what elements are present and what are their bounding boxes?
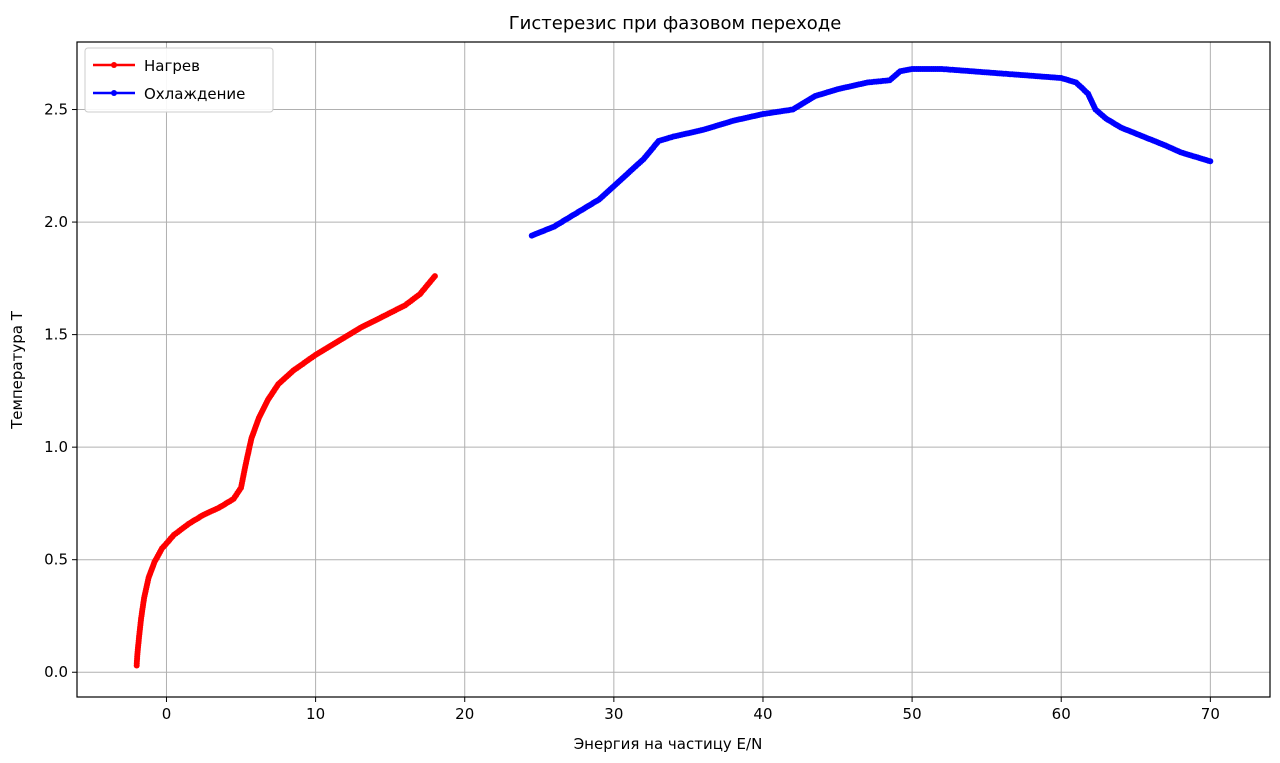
y-tick-label: 0.0	[44, 663, 68, 681]
x-tick-label: 70	[1201, 705, 1220, 723]
data-point	[431, 273, 438, 280]
y-tick-label: 1.5	[44, 326, 68, 344]
x-tick-label: 20	[455, 705, 474, 723]
y-tick-label: 2.5	[44, 101, 68, 119]
series-0	[133, 273, 438, 669]
ticks: 0 10 20 30 40 50 60 70 0.0 0.5 1.0 1.5 2.0 2.5	[44, 101, 1220, 723]
data-point	[1207, 158, 1214, 165]
y-tick-label: 0.5	[44, 551, 68, 569]
legend-marker-heating	[111, 62, 117, 68]
y-tick-label: 2.0	[44, 213, 68, 231]
plot-frame	[76, 41, 1271, 698]
legend: Нагрев Охлаждение	[84, 47, 274, 113]
legend-label-heating: Нагрев	[144, 57, 200, 75]
x-tick-label: 50	[903, 705, 922, 723]
y-axis-label: Температура T	[8, 310, 26, 430]
series-layer	[133, 66, 1214, 669]
legend-label-cooling: Охлаждение	[144, 85, 245, 103]
y-tick-label: 1.0	[44, 438, 68, 456]
x-axis-label: Энергия на частицу E/N	[574, 735, 763, 753]
series-1	[528, 66, 1214, 239]
x-tick-label: 10	[306, 705, 325, 723]
x-tick-label: 60	[1052, 705, 1071, 723]
plot-area	[77, 42, 1270, 697]
grid	[77, 42, 1270, 697]
chart-title: Гистерезис при фазовом переходе	[509, 13, 842, 34]
legend-marker-cooling	[111, 90, 117, 96]
x-tick-label: 40	[753, 705, 772, 723]
x-tick-label: 30	[604, 705, 623, 723]
x-tick-label: 0	[162, 705, 172, 723]
